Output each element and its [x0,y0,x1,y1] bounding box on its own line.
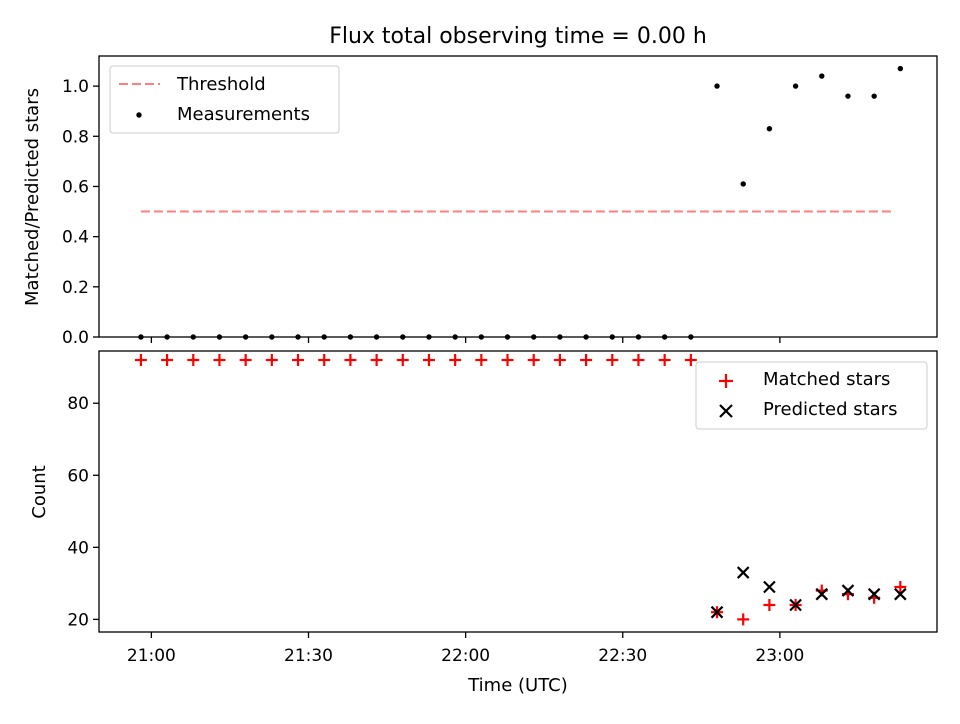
x-tick-label: 21:30 [284,646,333,666]
top-y-tick-label: 0.8 [62,127,89,147]
measurement-point [740,181,746,187]
matched-star-point [187,354,200,367]
x-tick-label: 23:00 [755,646,804,666]
predicted-star-point [894,587,907,601]
bottom-legend-box [695,361,928,430]
top-y-tick-label: 0.6 [62,177,89,197]
top-y-tick-label: 0.0 [62,328,89,348]
bottom-axes: 20 40 60 80 21:00 21:30 22:00 22:30 23:00 Count… [29,350,938,696]
bottom-y-tick-label: 80 [67,394,89,414]
matched-star-point [632,354,645,367]
matched-star-point [501,354,514,367]
measurement-point [714,83,720,89]
measurement-point [897,65,904,72]
predicted-stars-points [710,566,907,619]
matched-star-point [265,354,278,367]
x-axis-label: Time (UTC) [467,675,568,696]
predicted-star-point [710,605,724,619]
matched-star-point [658,354,671,367]
matched-star-point [553,354,566,367]
matched-star-point [449,354,462,367]
matched-star-point [737,613,750,626]
bottom-y-tick-label: 60 [67,466,89,486]
matched-star-point [134,354,147,367]
predicted-stars-legend-label: Predicted stars [763,399,897,420]
measurement-point [871,93,877,99]
top-chart-title: Flux total observing time = 0.00 h [329,24,707,49]
top-y-tick-label: 0.4 [62,228,89,248]
matched-star-point [318,354,331,367]
top-y-axis-label: Matched/Predicted stars [22,88,43,306]
matched-star-point [396,354,409,367]
bottom-y-tick-label: 40 [67,538,89,558]
matched-star-point [344,354,357,367]
matched-star-point [161,354,174,367]
threshold-legend-label: Threshold [176,74,266,95]
matched-star-point [213,354,226,367]
measurement-point [845,93,851,99]
matched-stars-legend-label: Matched stars [763,369,890,390]
matched-star-point [292,354,305,367]
x-tick-label: 21:00 [127,646,176,666]
bottom-y-axis-label: Count [29,465,50,518]
top-axes-frame [98,55,938,338]
bottom-axes-frame [98,350,938,633]
matched-star-point [580,354,593,367]
predicted-star-point [763,580,776,594]
top-y-ticks: 0.0 0.2 0.4 0.6 0.8 1.0 [62,77,99,348]
matched-star-point [370,354,383,367]
x-tick-label: 22:00 [441,646,490,666]
matched-stars-points [134,354,907,626]
x-tick-label: 22:30 [598,646,647,666]
top-y-tick-label: 0.2 [62,278,89,298]
predicted-star-point [789,598,802,612]
matched-star-point [527,354,540,367]
measurement-point [792,83,799,89]
matched-star-point [684,354,697,367]
bottom-legend: Matched stars Predicted stars [695,361,928,430]
matched-star-point [239,354,252,367]
top-legend-box [109,65,340,134]
bottom-x-ticks: 21:00 21:30 22:00 22:30 23:00 [127,632,804,666]
top-legend: Threshold Measurements [109,65,340,134]
top-y-tick-label: 1.0 [62,77,89,97]
matched-star-point [894,580,907,593]
matched-star-point [422,354,435,367]
predicted-stars-legend-swatch [719,404,733,418]
top-axes: Flux total observing time = 0.00 h 0.00.… [22,24,938,348]
matched-stars-legend-swatch [719,374,733,388]
predicted-star-point [867,587,881,601]
predicted-star-point [815,587,829,601]
matched-star-point [606,354,619,367]
bottom-y-ticks: 20 40 60 80 [67,394,99,630]
top-x-ticks [150,337,781,343]
measurements-legend-swatch [136,112,142,118]
measurement-point [819,73,825,79]
matched-star-point [763,598,776,611]
measurement-point [766,126,773,132]
measurements-legend-label: Measurements [177,104,310,125]
matched-star-point [475,354,488,367]
bottom-y-tick-label: 20 [67,610,89,630]
predicted-star-point [841,584,855,597]
predicted-star-point [736,566,750,579]
